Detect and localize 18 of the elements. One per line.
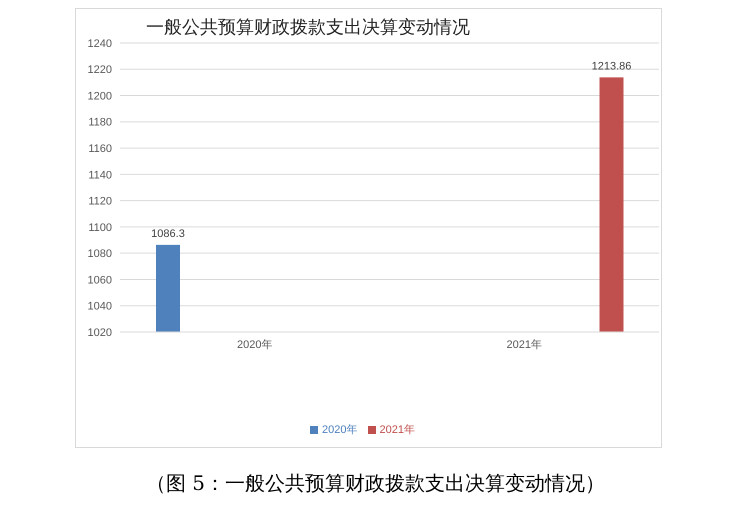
y-tick-label: 1060 [88, 274, 112, 286]
data-label: 1213.86 [592, 60, 632, 72]
y-tick-label: 1120 [88, 196, 112, 208]
y-tick-label: 1080 [88, 248, 112, 260]
y-tick-label: 1020 [88, 326, 112, 339]
data-label: 1086.3 [151, 228, 185, 240]
y-tick-label: 1160 [88, 142, 112, 155]
text: （图 5：一般公共预算财政拨款支出决算变动情况） [144, 470, 606, 497]
y-tick-label: 1240 [88, 38, 112, 50]
y-tick-label: 1140 [88, 169, 112, 182]
y-tick-label: 1100 [88, 222, 112, 234]
legend-label: 2021年 [380, 424, 415, 436]
y-tick-label: 1220 [88, 64, 112, 76]
y-tick-label: 1040 [88, 300, 112, 313]
chart-title: 一般公共预算财政拨款支出决算变动情况 [146, 16, 470, 39]
y-tick-label: 1180 [88, 116, 112, 129]
legend-label: 2020年 [322, 424, 358, 436]
y-tick-label: 1200 [88, 90, 112, 102]
